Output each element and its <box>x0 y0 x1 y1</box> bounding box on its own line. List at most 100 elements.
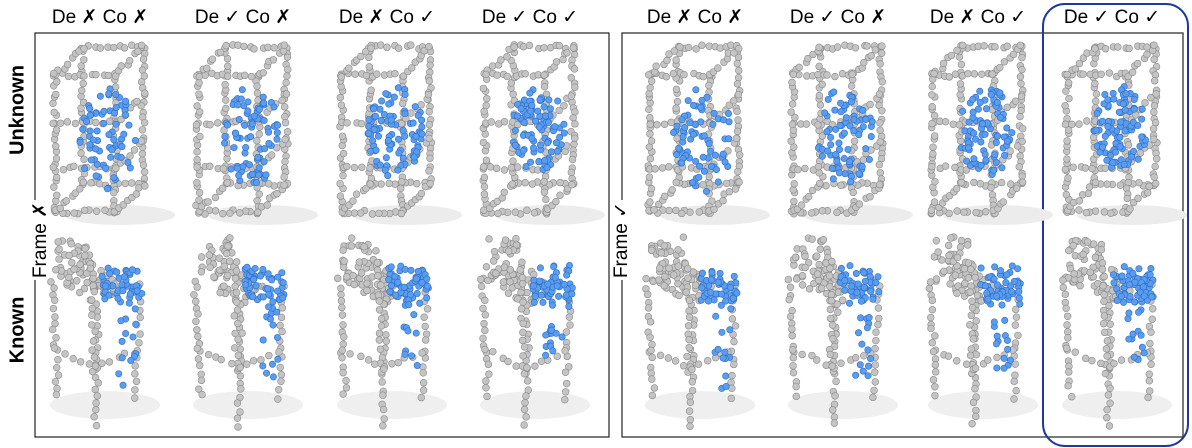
point <box>945 73 954 81</box>
point <box>716 44 724 52</box>
point <box>206 263 214 271</box>
point <box>994 132 1002 140</box>
point <box>1104 96 1112 104</box>
point <box>241 121 249 129</box>
point <box>818 152 826 160</box>
point <box>1063 70 1071 79</box>
point <box>1076 282 1084 290</box>
point <box>366 180 374 188</box>
point <box>931 177 939 186</box>
point <box>671 357 680 365</box>
point <box>1063 137 1071 145</box>
point <box>849 188 857 197</box>
point <box>487 118 495 126</box>
point <box>50 69 58 78</box>
point <box>686 398 695 407</box>
point <box>841 170 849 178</box>
point <box>206 162 214 170</box>
point <box>959 41 967 50</box>
point <box>552 197 560 206</box>
point <box>840 129 848 137</box>
point <box>375 329 384 338</box>
point <box>862 145 870 153</box>
point <box>365 122 373 130</box>
point <box>71 189 80 197</box>
point <box>868 118 876 126</box>
point <box>52 173 61 182</box>
point <box>967 311 976 320</box>
point <box>831 392 839 400</box>
point <box>384 172 392 180</box>
point <box>545 96 553 104</box>
point <box>826 282 834 291</box>
point <box>970 178 978 187</box>
point <box>514 112 522 120</box>
point <box>949 120 957 128</box>
point <box>348 234 356 242</box>
point <box>1116 133 1124 141</box>
point <box>552 139 560 147</box>
point <box>136 330 144 338</box>
point <box>970 129 978 137</box>
point <box>375 297 384 305</box>
point <box>528 180 537 188</box>
point <box>420 47 429 55</box>
point <box>1098 259 1107 267</box>
point <box>1119 100 1127 108</box>
point <box>647 77 656 85</box>
point <box>708 269 716 277</box>
point <box>1012 313 1021 321</box>
point <box>832 150 840 158</box>
point <box>195 196 203 204</box>
point <box>518 273 527 282</box>
point <box>984 295 992 303</box>
point <box>548 301 556 309</box>
point <box>1116 181 1125 189</box>
point <box>255 171 263 179</box>
point <box>259 93 267 101</box>
point <box>847 98 855 106</box>
point <box>235 115 243 123</box>
point <box>503 53 511 61</box>
point <box>479 334 487 343</box>
point <box>369 137 377 145</box>
point <box>234 319 242 328</box>
point <box>411 103 419 111</box>
point <box>929 376 938 384</box>
point <box>684 264 692 273</box>
point <box>59 165 68 174</box>
point <box>416 299 424 307</box>
point <box>119 287 127 295</box>
point <box>494 209 502 218</box>
point <box>561 368 570 376</box>
point <box>480 319 488 328</box>
point <box>648 375 656 383</box>
point <box>365 116 373 124</box>
point <box>128 179 136 187</box>
point <box>197 268 206 276</box>
point <box>1148 315 1156 323</box>
point <box>567 74 575 82</box>
point <box>929 150 937 158</box>
point <box>951 70 960 78</box>
point <box>479 138 488 147</box>
point <box>824 95 832 103</box>
point <box>337 284 345 293</box>
point <box>274 395 282 403</box>
point <box>273 333 281 341</box>
point <box>1105 69 1114 77</box>
point <box>1013 184 1021 192</box>
point <box>788 100 797 108</box>
point <box>126 152 134 160</box>
shadow <box>645 391 755 419</box>
point <box>855 131 863 139</box>
point <box>980 42 988 50</box>
point <box>75 288 84 297</box>
point <box>282 90 291 98</box>
point <box>733 127 742 136</box>
point <box>983 289 991 297</box>
point <box>1000 364 1008 372</box>
point <box>216 48 225 57</box>
point <box>401 91 409 99</box>
point <box>568 181 576 189</box>
